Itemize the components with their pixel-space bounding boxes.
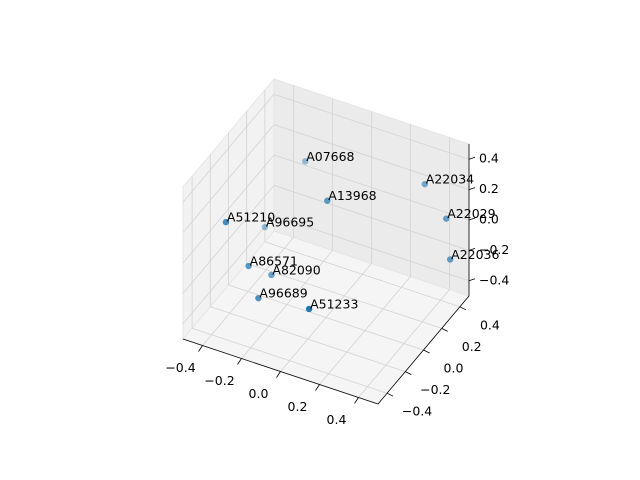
y-tick-label: 0.0 [444,361,464,376]
grid-line [182,215,275,325]
grid-line [264,241,461,308]
point-label: A96689 [259,286,307,301]
z-tick [468,156,476,160]
grid-line [182,124,275,233]
point-label: A96695 [266,215,314,230]
point [222,218,230,226]
point [446,256,454,263]
point [255,294,262,302]
z-tick-label: 0.4 [479,151,499,166]
grid-line [210,306,406,372]
grid-line [246,263,442,329]
x-tick-label: 0.0 [249,386,269,401]
point [261,223,269,231]
z-tick-label: 0.2 [479,181,499,196]
y-tick [423,349,430,354]
point-label: A22034 [426,172,474,187]
z-tick [468,248,476,251]
grid-line [182,185,275,294]
x-tick [276,371,281,378]
grid-line [228,284,424,351]
y-tick-label: 0.4 [480,317,500,332]
y-axis [377,295,470,405]
point [302,158,309,165]
grid-line [182,154,275,264]
point-label: A22029 [447,206,495,221]
point [443,215,450,222]
point-label: A22036 [451,247,499,262]
point [324,197,331,204]
grid-line [182,93,275,203]
grid-line [273,185,470,251]
x-axis [182,338,379,405]
z-tick-label: −0.2 [479,242,509,257]
x-tick [198,345,203,352]
point-label: A82090 [272,262,320,277]
point [305,305,313,313]
z-tick [468,278,476,282]
y-tick-label: 0.2 [462,339,482,354]
z-tick-label: −0.4 [479,272,509,287]
x-tick [315,384,320,391]
grid-line [273,93,470,160]
point-label: A07668 [306,149,354,164]
y-tick [386,392,394,397]
point-label: A13968 [328,188,376,203]
y-tick [405,371,412,375]
z-tick [468,217,476,221]
grid-line [273,154,470,221]
point-label: A51233 [310,296,358,311]
y-tick-label: −0.2 [420,382,450,397]
x-tick [354,397,359,404]
x-tick-label: −0.4 [165,360,195,375]
x-tick-label: 0.2 [288,399,308,414]
grid-line [191,327,388,394]
z-tick [468,187,476,190]
y-tick [441,328,448,332]
point [245,262,252,270]
point-label: A51210 [227,210,275,225]
y-tick-label: −0.4 [402,404,432,419]
grid-line [273,215,470,282]
x-tick-label: 0.4 [327,412,347,427]
grid-line [273,124,470,190]
point [421,180,428,188]
point [268,271,275,279]
z-tick-label: 0.0 [479,212,499,227]
x-tick [237,358,242,365]
x-tick-label: −0.2 [204,373,234,388]
point-label: A86571 [250,254,298,269]
y-tick [459,306,467,311]
